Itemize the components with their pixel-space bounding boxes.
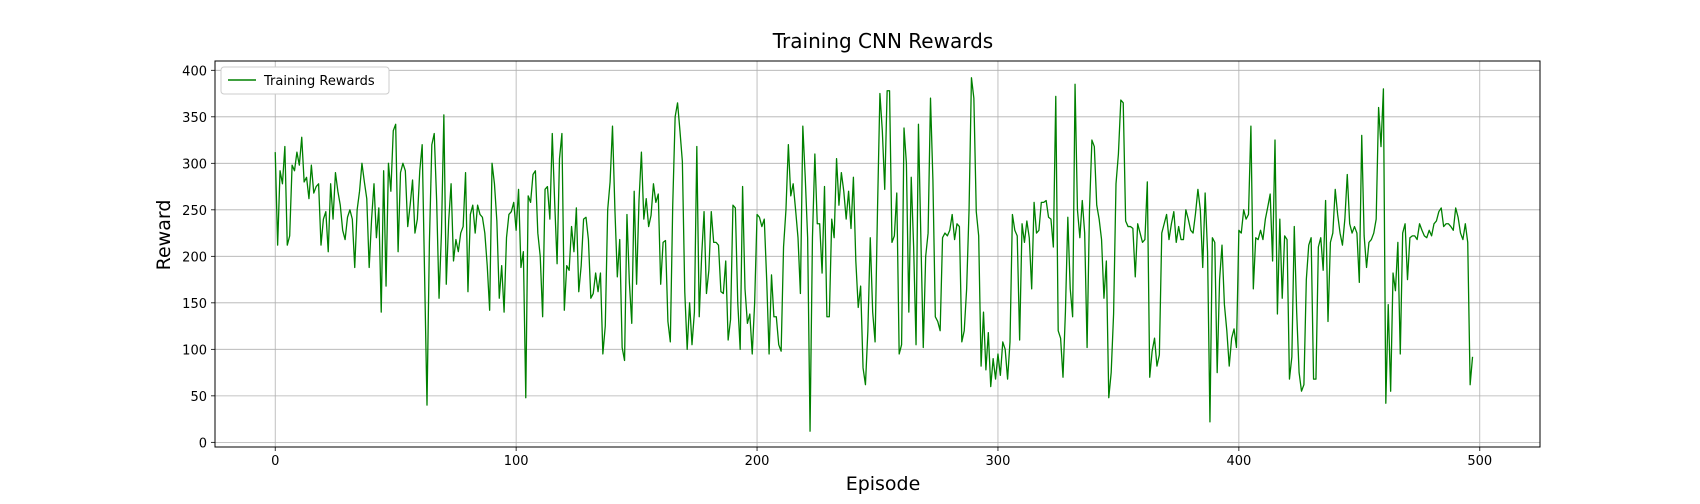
x-tick-label: 300: [986, 454, 1011, 469]
x-ticks: 0 100 200 300 400 500: [271, 447, 1492, 469]
x-tick-label: 400: [1226, 454, 1251, 469]
legend: Training Rewards: [220, 66, 390, 95]
x-tick-label: 500: [1467, 454, 1492, 469]
y-tick-label: 50: [190, 390, 207, 405]
y-tick-label: 150: [182, 297, 207, 312]
y-tick-label: 250: [182, 204, 207, 219]
legend-label: Training Rewards: [263, 74, 375, 89]
x-axis-label: Episode: [846, 473, 921, 495]
x-tick-label: 200: [745, 454, 770, 469]
y-tick-label: 200: [182, 250, 207, 265]
y-tick-label: 0: [199, 436, 207, 451]
series-line-training-rewards: [274, 77, 1474, 432]
y-ticks: 0 50 100 150 200 250 300 350 400: [182, 64, 215, 451]
x-tick-label: 100: [504, 454, 529, 469]
x-tick-label: 0: [271, 454, 279, 469]
y-tick-label: 100: [182, 343, 207, 358]
y-axis-label: Reward: [153, 200, 175, 271]
grid: [215, 61, 1540, 447]
y-tick-label: 300: [182, 157, 207, 172]
plot-frame: [214, 60, 1541, 448]
y-tick-label: 400: [182, 64, 207, 79]
legend-box: [220, 66, 390, 95]
chart-title: Training CNN Rewards: [772, 29, 993, 53]
y-tick-label: 350: [182, 111, 207, 126]
series-layer: [274, 77, 1474, 432]
